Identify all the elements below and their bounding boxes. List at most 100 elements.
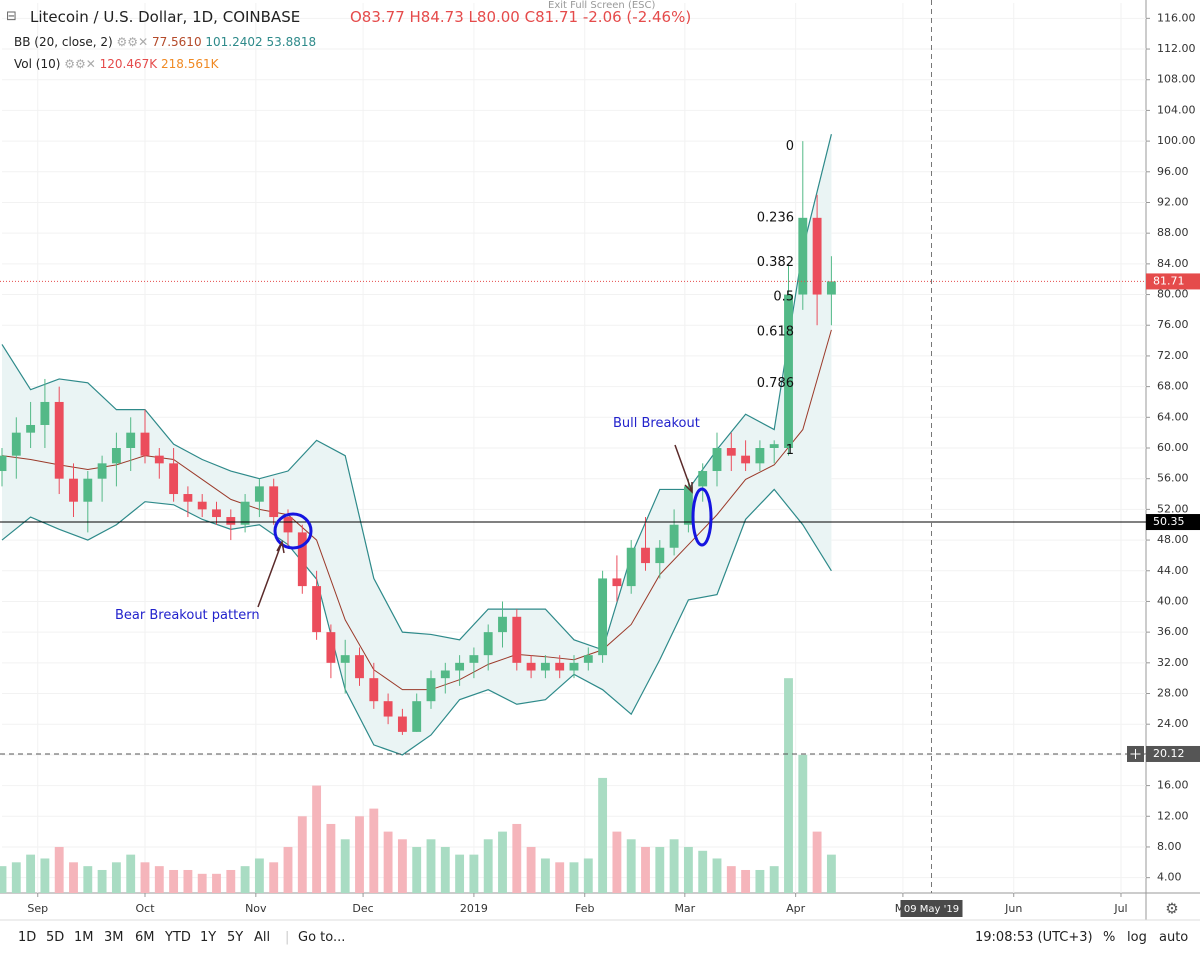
y-tick-label: 24.00 bbox=[1157, 717, 1189, 730]
volume-bar bbox=[526, 846, 536, 893]
candle-body bbox=[583, 655, 593, 663]
volume-bar bbox=[455, 854, 465, 893]
x-tick-label: Apr bbox=[786, 902, 806, 915]
volume-bar bbox=[626, 839, 636, 893]
arrow bbox=[257, 539, 285, 608]
candle-body bbox=[741, 455, 751, 464]
symbol[interactable]: Litecoin / U.S. Dollar, 1D, COINBASE bbox=[30, 8, 301, 26]
candle-body bbox=[183, 494, 193, 502]
volume-bar bbox=[0, 866, 7, 893]
range-button[interactable]: 6M bbox=[135, 930, 155, 945]
candle-body bbox=[626, 547, 636, 587]
collapse-icon[interactable]: ⊟ bbox=[6, 9, 17, 24]
volume-bar bbox=[312, 785, 322, 893]
band-line bbox=[1, 488, 832, 756]
auto-toggle[interactable]: auto bbox=[1159, 930, 1189, 945]
candle-body bbox=[412, 701, 422, 732]
vol-value: 120.467K bbox=[99, 57, 158, 71]
x-tick-label: Sep bbox=[27, 902, 48, 915]
candle-body bbox=[212, 509, 221, 518]
candle-body bbox=[569, 662, 579, 671]
volume-bar bbox=[126, 854, 136, 893]
candle-body bbox=[669, 524, 679, 548]
range-button[interactable]: 1Y bbox=[200, 930, 217, 945]
volume-bar bbox=[512, 823, 522, 893]
clock[interactable]: 19:08:53 (UTC+3) bbox=[975, 930, 1093, 945]
candle-body bbox=[769, 444, 779, 448]
candle-body bbox=[383, 701, 393, 717]
percent-toggle[interactable]: % bbox=[1103, 930, 1116, 945]
candle-body bbox=[312, 586, 322, 633]
annotation: Bear Breakout pattern bbox=[115, 608, 260, 623]
exit-hint[interactable]: Exit Full Screen (ESC) bbox=[548, 0, 656, 11]
y-tick-label: 60.00 bbox=[1157, 441, 1189, 454]
candle-body bbox=[69, 478, 78, 502]
volume-bar bbox=[169, 869, 179, 893]
candle-body bbox=[498, 616, 507, 633]
candle-body bbox=[226, 517, 236, 525]
vol-legend: Vol (10) ⚙⚙✕ 120.467K 218.561K bbox=[14, 57, 219, 71]
volume-bar bbox=[555, 862, 565, 893]
candle-body bbox=[297, 532, 307, 587]
x-tick-label: Jul bbox=[1113, 902, 1127, 915]
y-tick-label: 84.00 bbox=[1157, 257, 1189, 270]
volume-bar bbox=[583, 858, 593, 893]
x-tick-label: Dec bbox=[352, 902, 373, 915]
volume-bar bbox=[154, 866, 164, 893]
vol-name[interactable]: Vol (10) bbox=[14, 57, 61, 71]
range-button[interactable]: YTD bbox=[165, 930, 191, 945]
volume-bar bbox=[340, 839, 350, 893]
volume-bar bbox=[326, 823, 336, 893]
candle-body bbox=[555, 662, 565, 671]
y-tick-label: 68.00 bbox=[1157, 380, 1189, 393]
bb-value: 101.2402 bbox=[205, 35, 263, 49]
candle-body bbox=[612, 578, 622, 587]
quote-change: -2.06 (-2.46%) bbox=[582, 8, 692, 26]
volume-bar bbox=[226, 869, 236, 893]
volume-bar bbox=[683, 846, 693, 893]
volume-bar bbox=[397, 839, 407, 893]
candle-body bbox=[698, 471, 708, 487]
candle-body bbox=[11, 432, 21, 456]
volume-bar bbox=[741, 869, 751, 893]
candle-body bbox=[397, 716, 407, 732]
y-tick-label: 32.00 bbox=[1157, 656, 1189, 669]
candle-body bbox=[126, 432, 136, 448]
volume-bar bbox=[426, 839, 436, 893]
candle-body bbox=[54, 401, 64, 479]
y-tick-label: 4.00 bbox=[1157, 871, 1182, 884]
candle-body bbox=[798, 217, 808, 295]
volume-bar bbox=[369, 808, 379, 893]
candle-body bbox=[683, 486, 693, 525]
volume-bar bbox=[440, 846, 450, 893]
y-tick-label: 88.00 bbox=[1157, 226, 1189, 239]
range-button[interactable]: 1M bbox=[74, 930, 94, 945]
volume-bar bbox=[140, 862, 150, 893]
log-toggle[interactable]: log bbox=[1127, 930, 1147, 945]
y-tick-label: 116.00 bbox=[1157, 11, 1196, 24]
quote-low: L80.00 bbox=[468, 8, 520, 26]
volume-bar bbox=[297, 816, 307, 893]
price-label: 20.12 bbox=[1153, 747, 1185, 760]
volume-bar bbox=[183, 869, 193, 893]
range-button[interactable]: 1D bbox=[18, 930, 37, 945]
goto[interactable]: Go to... bbox=[298, 930, 346, 945]
x-tick-label: Feb bbox=[575, 902, 594, 915]
range-button[interactable]: 5D bbox=[46, 930, 65, 945]
bb-value: 77.5610 bbox=[151, 35, 202, 49]
settings-icon[interactable]: ⚙ bbox=[1165, 900, 1178, 918]
volume-bar bbox=[40, 858, 50, 893]
candle-body bbox=[269, 486, 279, 518]
volume-bar bbox=[355, 816, 364, 893]
fib-label: 0.236 bbox=[757, 210, 794, 225]
range-button[interactable]: 3M bbox=[104, 930, 124, 945]
quote: O83.77 H84.73 L80.00 C81.71 -2.06 (-2.46… bbox=[350, 8, 691, 26]
range-button[interactable]: All bbox=[254, 930, 271, 945]
bb-name[interactable]: BB (20, close, 2) bbox=[14, 35, 113, 49]
price-label-box bbox=[1146, 514, 1200, 531]
range-button[interactable]: 5Y bbox=[227, 930, 244, 945]
candle-body bbox=[326, 632, 336, 663]
price-label-box bbox=[1146, 745, 1200, 762]
volume-bar bbox=[69, 862, 78, 893]
volume-bar bbox=[412, 846, 422, 893]
